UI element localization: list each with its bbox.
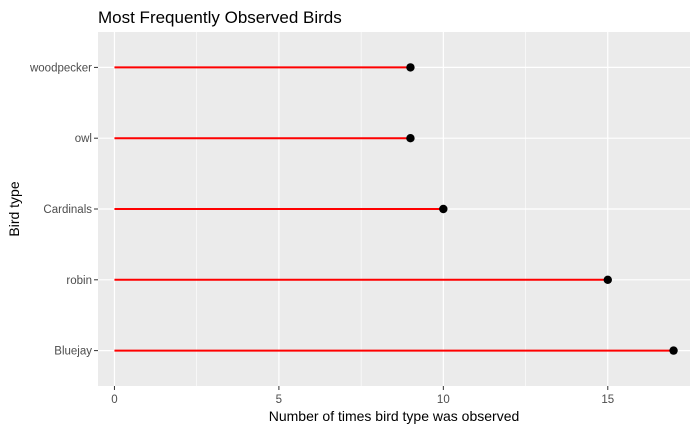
x-tick-label: 5 (276, 394, 282, 406)
x-tick-label: 15 (601, 394, 614, 406)
y-tick-label: Bluejay (54, 346, 92, 358)
chart-title: Most Frequently Observed Birds (98, 8, 342, 27)
x-tick-label: 10 (437, 394, 450, 406)
point-owl (406, 134, 415, 143)
point-cardinals (439, 204, 448, 214)
x-tick-label: 0 (111, 394, 117, 406)
lollipop-marks (114, 63, 678, 355)
point-woodpecker (406, 63, 415, 72)
y-axis: woodpecker owl Cardinals robin Bluejay (29, 62, 98, 358)
y-tick-label: woodpecker (29, 62, 92, 74)
x-axis: 0 5 10 15 (111, 386, 614, 406)
y-axis-title: Bird type (6, 181, 22, 236)
y-tick-label: Cardinals (43, 204, 92, 216)
point-bluejay (669, 346, 678, 355)
y-tick-label: robin (66, 275, 92, 287)
point-robin (603, 275, 612, 284)
y-tick-label: owl (75, 133, 92, 145)
x-axis-title: Number of times bird type was observed (269, 408, 520, 424)
